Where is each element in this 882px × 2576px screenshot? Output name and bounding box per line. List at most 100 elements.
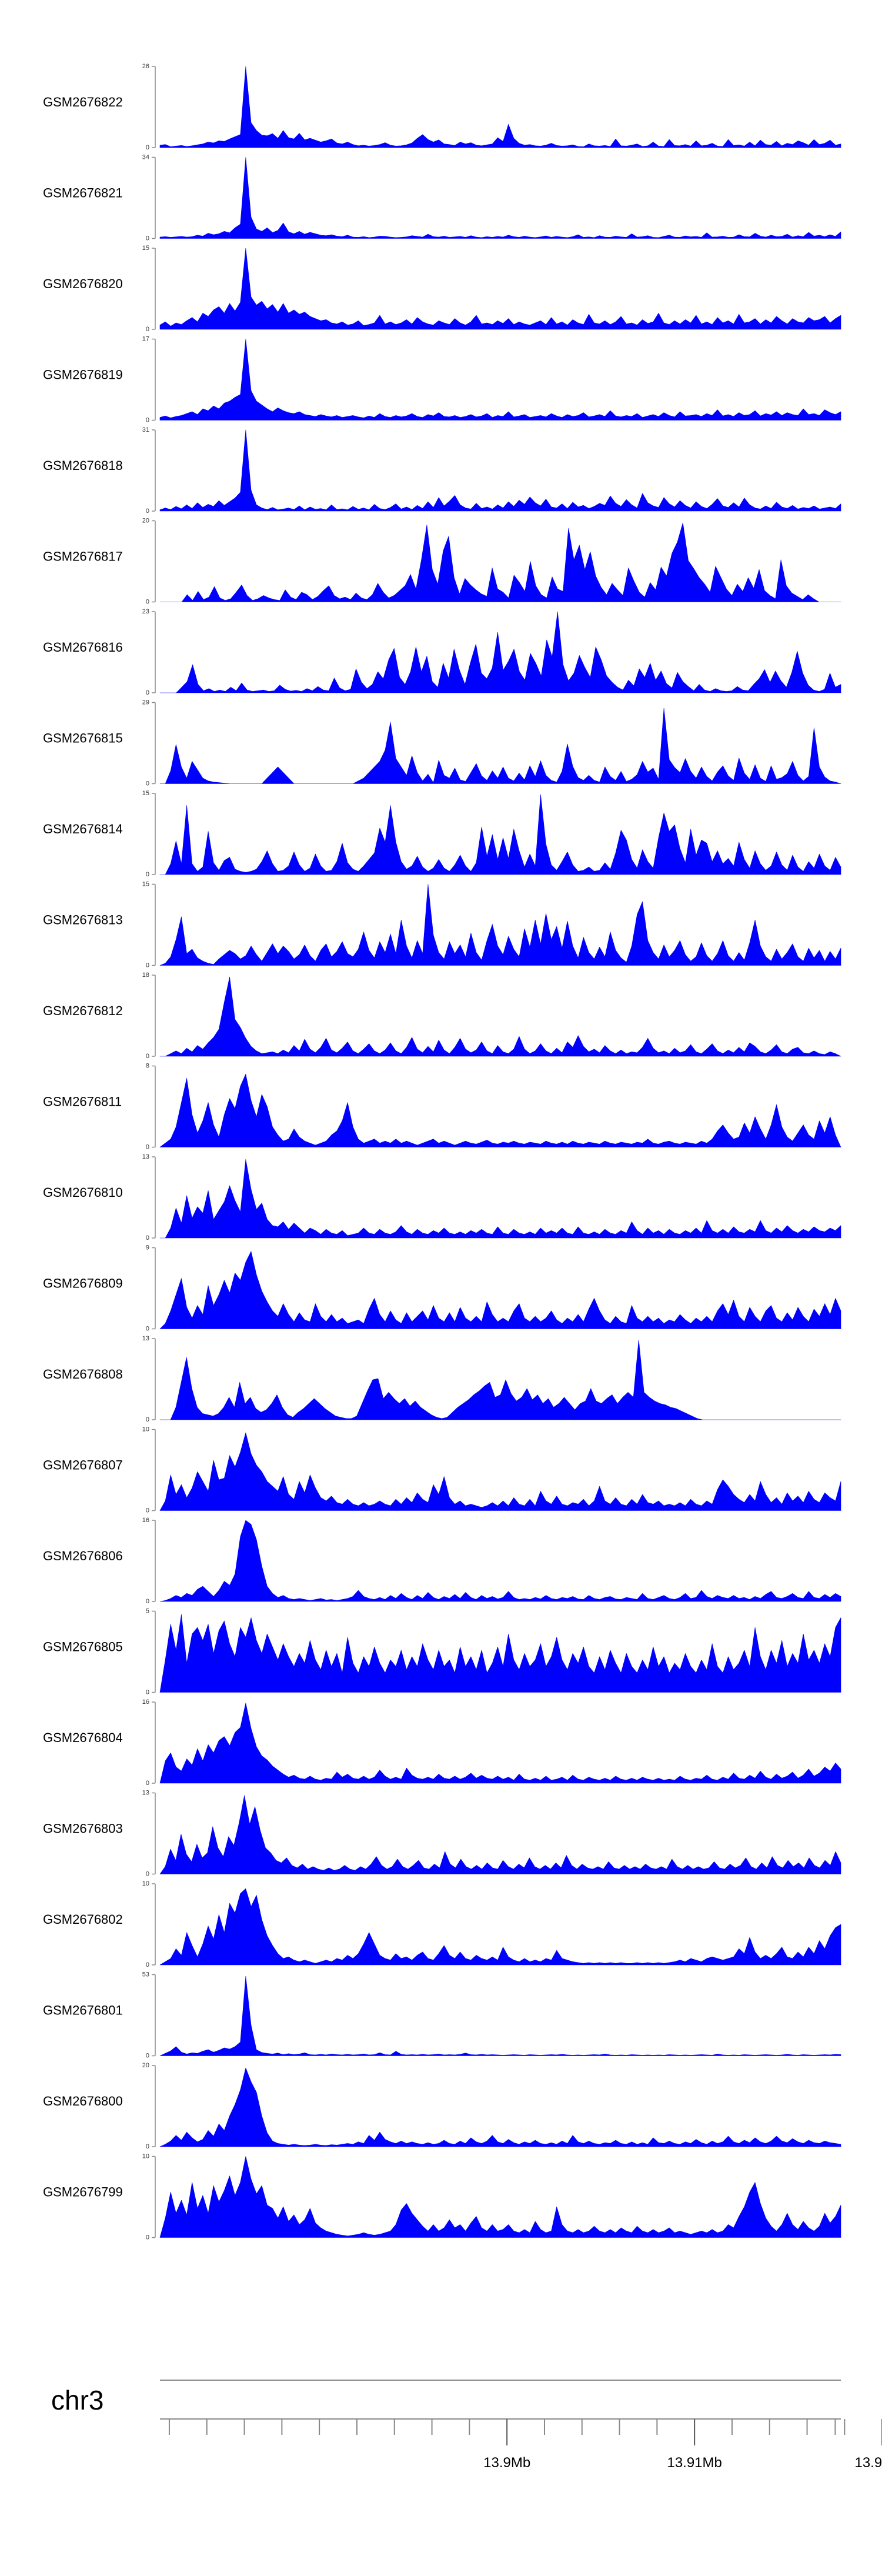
y-axis-max-label: 29 — [142, 699, 149, 706]
track-gsm2676817: GSM2676817 20 0 — [43, 518, 841, 606]
coverage-area — [159, 1795, 841, 1874]
track-gsm2676802: GSM2676802 10 0 — [43, 1880, 841, 1968]
track-label: GSM2676805 — [43, 1639, 123, 1654]
track-gsm2676816: GSM2676816 23 0 — [43, 608, 841, 696]
y-axis-max-label: 26 — [142, 63, 149, 70]
coverage-area — [159, 1159, 841, 1239]
y-axis-min-label: 0 — [146, 508, 149, 515]
coverage-area — [159, 794, 841, 875]
track-gsm2676803: GSM2676803 13 0 — [43, 1790, 841, 1878]
coverage-area — [159, 1703, 841, 1784]
track-label: GSM2676811 — [43, 1094, 122, 1109]
coverage-area — [159, 2156, 841, 2238]
coverage-area — [159, 248, 841, 330]
coverage-area — [159, 1976, 841, 2056]
y-axis-min-label: 0 — [146, 2053, 149, 2060]
coverage-area — [159, 2067, 841, 2147]
track-gsm2676814: GSM2676814 15 0 — [43, 790, 841, 878]
y-axis-min-label: 0 — [146, 780, 149, 788]
track-label: GSM2676819 — [43, 367, 123, 382]
y-axis-min-label: 0 — [146, 1780, 149, 1787]
genome-axis-tick-label: 13.9Mb — [483, 2455, 530, 2471]
y-axis-max-label: 34 — [142, 154, 149, 161]
y-axis-min-label: 0 — [146, 1961, 149, 1968]
track-label: GSM2676802 — [43, 1912, 123, 1927]
track-label: GSM2676814 — [43, 822, 123, 836]
track-gsm2676818: GSM2676818 31 0 — [43, 426, 841, 515]
y-axis-min-label: 0 — [146, 1326, 149, 1333]
track-gsm2676815: GSM2676815 29 0 — [43, 699, 841, 788]
track-label: GSM2676807 — [43, 1457, 123, 1472]
coverage-area — [159, 1520, 841, 1602]
track-label: GSM2676817 — [43, 549, 123, 563]
coverage-area — [159, 157, 841, 239]
track-gsm2676821: GSM2676821 34 0 — [43, 154, 841, 242]
track-gsm2676811: GSM2676811 8 0 — [43, 1063, 841, 1151]
y-axis-max-label: 13 — [142, 1335, 149, 1342]
y-axis-min-label: 0 — [146, 1689, 149, 1696]
y-axis-max-label: 31 — [142, 426, 149, 433]
y-axis-min-label: 0 — [146, 2143, 149, 2150]
track-gsm2676819: GSM2676819 17 0 — [43, 336, 841, 424]
y-axis-min-label: 0 — [146, 235, 149, 242]
track-label: GSM2676818 — [43, 458, 123, 473]
track-gsm2676809: GSM2676809 9 0 — [43, 1244, 841, 1333]
coverage-area — [159, 66, 841, 148]
y-axis-max-label: 13 — [142, 1153, 149, 1160]
track-label: GSM2676820 — [43, 276, 123, 291]
y-axis-min-label: 0 — [146, 1053, 149, 1060]
y-axis-min-label: 0 — [146, 689, 149, 696]
genome-axis-tick-label: 13.92Mb — [854, 2455, 882, 2471]
coverage-area — [159, 1074, 841, 1147]
y-axis-min-label: 0 — [146, 326, 149, 333]
track-label: GSM2676816 — [43, 640, 123, 655]
track-gsm2676806: GSM2676806 16 0 — [43, 1517, 841, 1605]
y-axis-max-label: 15 — [142, 245, 149, 252]
track-gsm2676800: GSM2676800 20 0 — [43, 2062, 841, 2150]
track-label: GSM2676808 — [43, 1367, 123, 1382]
track-gsm2676801: GSM2676801 53 0 — [43, 1971, 841, 2060]
y-axis-min-label: 0 — [146, 1507, 149, 1514]
track-label: GSM2676804 — [43, 1730, 123, 1745]
y-axis-max-label: 16 — [142, 1699, 149, 1706]
coverage-area — [159, 522, 841, 602]
coverage-area — [159, 708, 841, 784]
track-label: GSM2676801 — [43, 2003, 123, 2017]
track-gsm2676799: GSM2676799 10 0 — [43, 2153, 841, 2241]
y-axis-max-label: 18 — [142, 972, 149, 979]
track-label: GSM2676822 — [43, 95, 123, 109]
track-gsm2676807: GSM2676807 10 0 — [43, 1426, 841, 1514]
track-label: GSM2676821 — [43, 185, 123, 200]
coverage-area — [159, 884, 841, 966]
y-axis-min-label: 0 — [146, 871, 149, 878]
track-label: GSM2676812 — [43, 1003, 123, 1018]
coverage-area — [159, 1614, 841, 1693]
genome-axis: chr3 13.9Mb 13.91Mb 13.92Mb — [51, 2380, 882, 2471]
track-gsm2676810: GSM2676810 13 0 — [43, 1153, 841, 1242]
y-axis-max-label: 10 — [142, 2153, 149, 2160]
y-axis-max-label: 9 — [146, 1244, 149, 1252]
track-label: GSM2676800 — [43, 2094, 123, 2108]
y-axis-max-label: 15 — [142, 881, 149, 888]
y-axis-min-label: 0 — [146, 962, 149, 969]
y-axis-max-label: 20 — [142, 2062, 149, 2069]
track-gsm2676804: GSM2676804 16 0 — [43, 1699, 841, 1787]
coverage-area — [159, 1339, 841, 1420]
y-axis-max-label: 17 — [142, 336, 149, 343]
track-gsm2676820: GSM2676820 15 0 — [43, 245, 841, 333]
y-axis-max-label: 8 — [146, 1063, 149, 1070]
track-gsm2676805: GSM2676805 5 0 — [43, 1608, 841, 1696]
chromosome-label: chr3 — [51, 2385, 103, 2415]
y-axis-max-label: 20 — [142, 518, 149, 525]
coverage-area — [159, 1888, 841, 1966]
y-axis-min-label: 0 — [146, 1234, 149, 1242]
track-label: GSM2676810 — [43, 1185, 123, 1200]
y-axis-min-label: 0 — [146, 1416, 149, 1423]
y-axis-min-label: 0 — [146, 2234, 149, 2241]
coverage-area — [159, 1251, 841, 1329]
track-gsm2676813: GSM2676813 15 0 — [43, 881, 841, 969]
genome-axis-tick-label: 13.91Mb — [667, 2455, 721, 2471]
y-axis-max-label: 23 — [142, 608, 149, 615]
coverage-area — [159, 976, 841, 1057]
